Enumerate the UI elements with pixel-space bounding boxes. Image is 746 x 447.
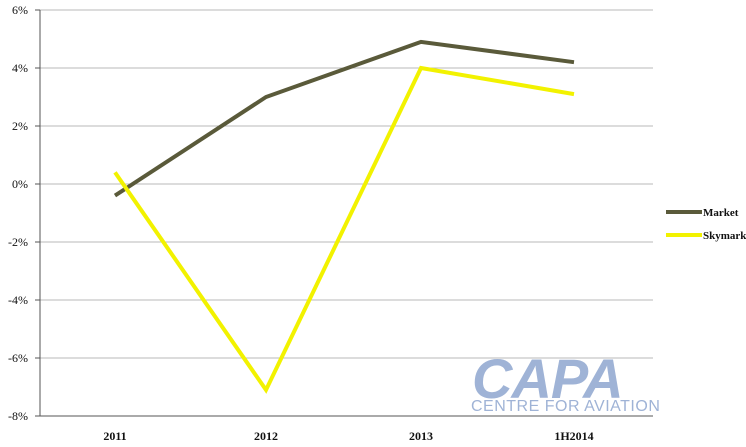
axes	[39, 10, 653, 417]
y-tick-label: -6%	[8, 351, 28, 365]
series-line-skymark	[113, 65, 575, 394]
legend: Market Skymark	[666, 207, 746, 242]
y-tick-label: 6%	[12, 3, 28, 17]
x-tick-label: 1H2014	[554, 429, 593, 443]
series-line-market	[113, 39, 575, 198]
y-tick-label: -8%	[8, 409, 28, 423]
series-lines	[113, 39, 575, 394]
y-tick-label: 2%	[12, 119, 28, 133]
legend-label-skymark: Skymark	[703, 230, 746, 242]
y-tick-label: -2%	[8, 235, 28, 249]
y-axis-tick-labels: 6% 4% 2% 0% -2% -4% -6% -8%	[8, 3, 28, 423]
gridlines	[35, 9, 653, 417]
x-tick-label: 2011	[103, 429, 126, 443]
y-tick-label: 4%	[12, 61, 28, 75]
x-tick-label: 2012	[254, 429, 278, 443]
x-tick-label: 2013	[409, 429, 433, 443]
y-tick-label: -4%	[8, 293, 28, 307]
watermark-brand: CAPA	[472, 347, 623, 410]
legend-label-market: Market	[703, 207, 739, 219]
x-axis-tick-labels: 2011 2012 2013 1H2014	[103, 429, 593, 443]
y-tick-label: 0%	[12, 177, 28, 191]
capa-watermark: CAPA CENTRE FOR AVIATION	[471, 347, 660, 415]
watermark-tagline: CENTRE FOR AVIATION	[471, 398, 660, 415]
